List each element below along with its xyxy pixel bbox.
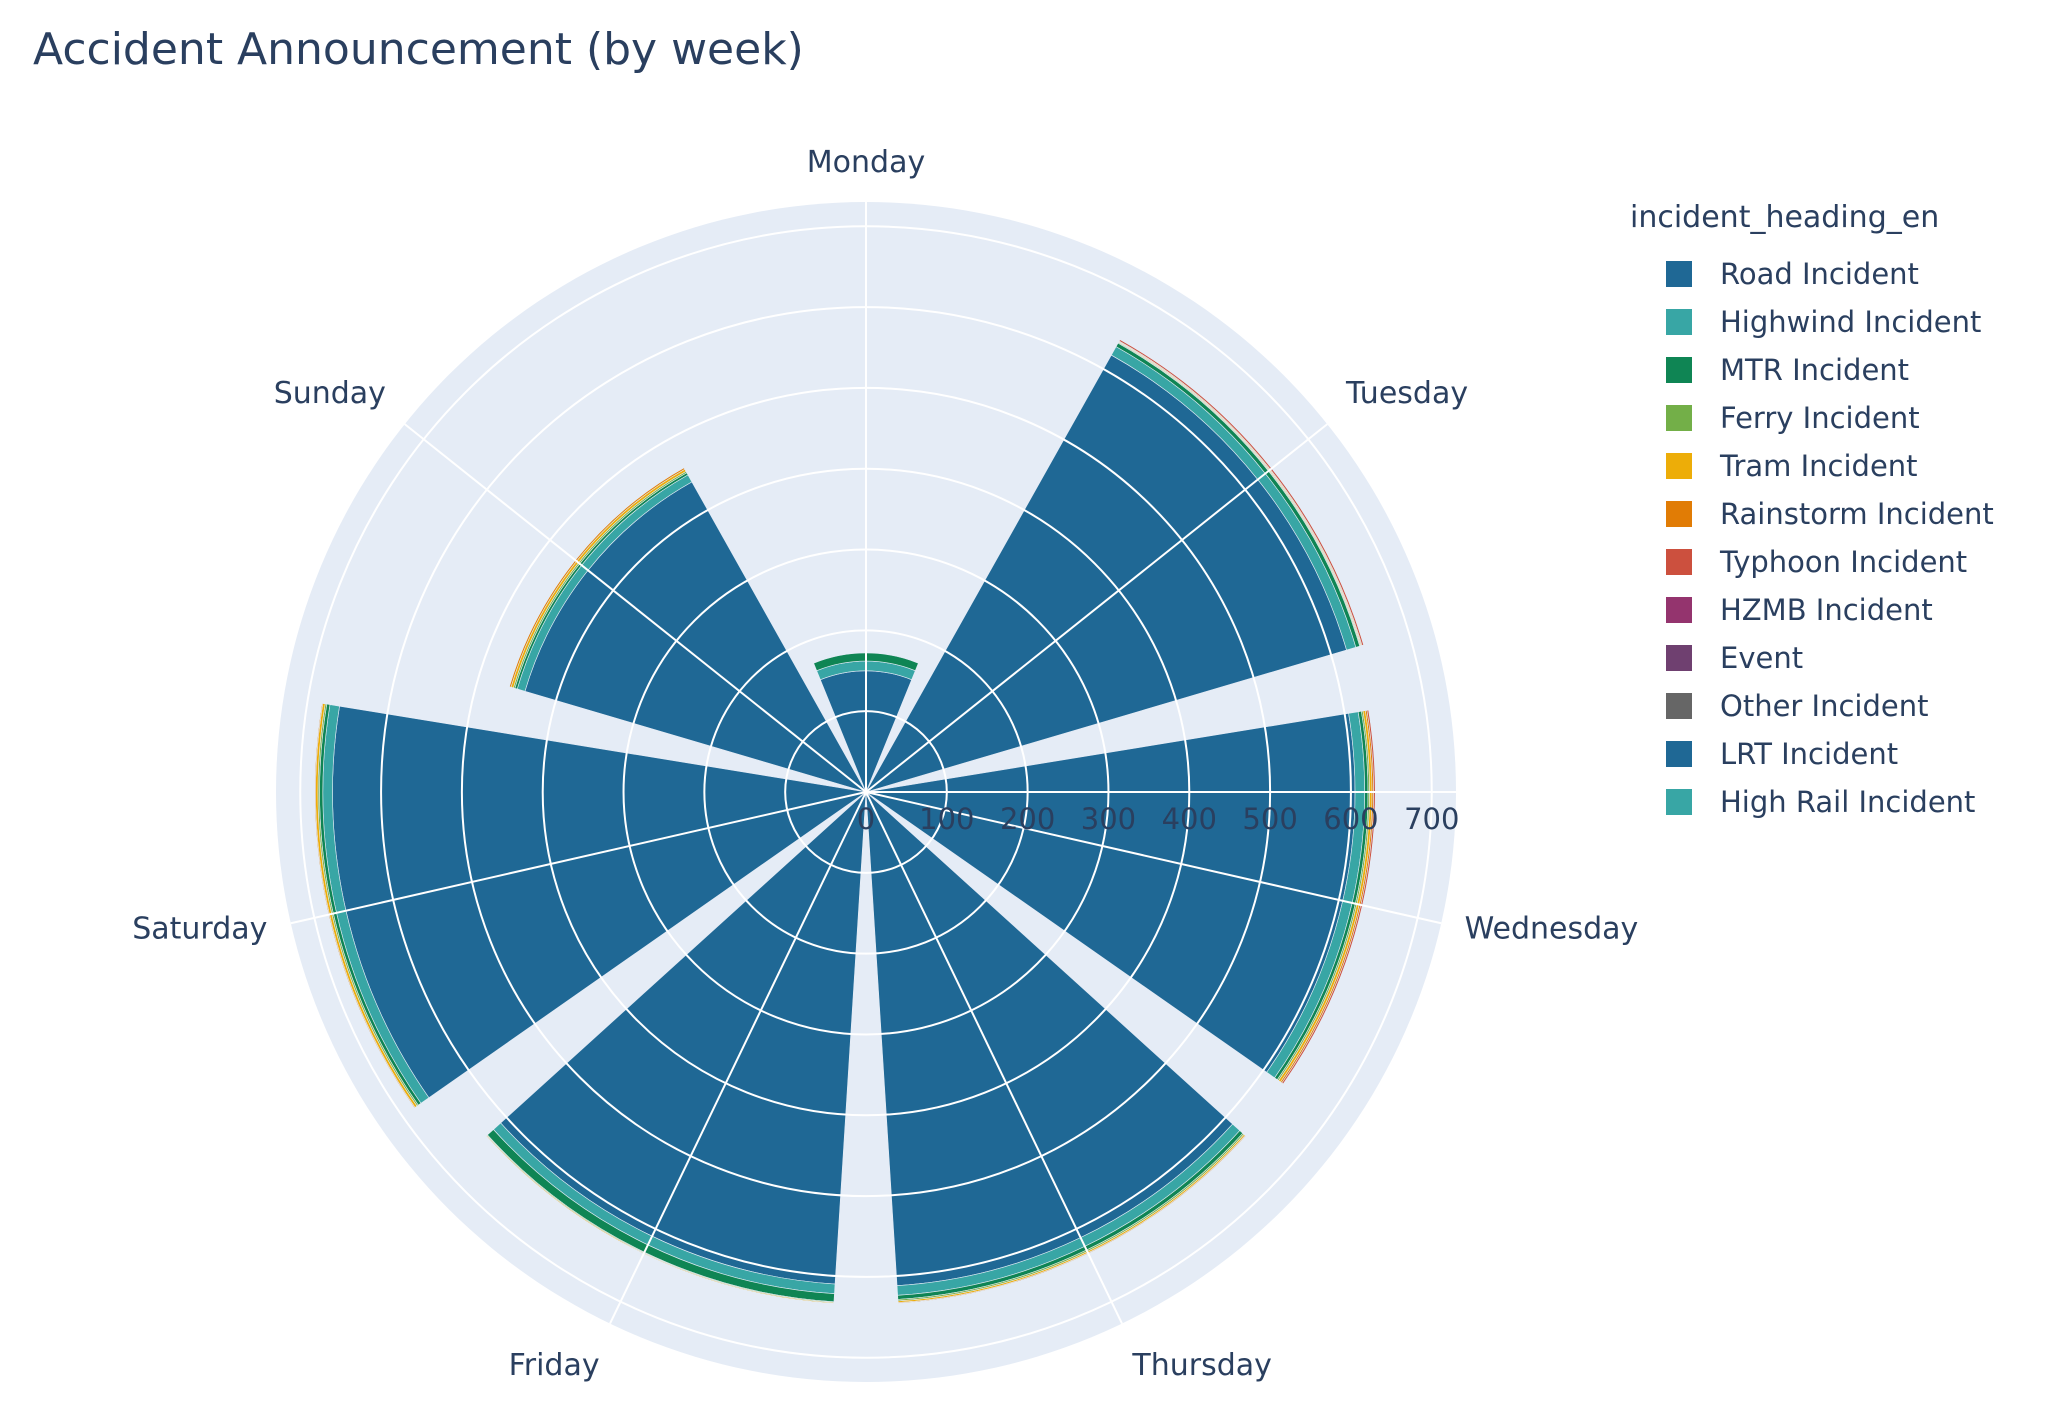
legend-item-highwind-incident[interactable]: Highwind Incident [1630, 298, 1994, 346]
grid-spoke-friday [609, 791, 867, 1325]
legend-item-high-rail-incident[interactable]: High Rail Incident [1630, 778, 1994, 826]
legend-items: Road Incident Highwind Incident MTR Incide… [1630, 250, 1994, 826]
angular-label-saturday: Saturday [132, 912, 267, 947]
legend-swatch [1666, 597, 1692, 623]
angular-label-thursday: Thursday [1131, 1348, 1272, 1383]
legend-label: Other Incident [1720, 689, 1929, 723]
legend-swatch [1666, 357, 1692, 383]
legend-swatch [1666, 405, 1692, 431]
chart-title: Accident Announcement (by week) [33, 24, 804, 75]
legend-item-event[interactable]: Event [1630, 634, 1994, 682]
legend-swatch [1666, 309, 1692, 335]
legend-swatch [1666, 549, 1692, 575]
legend-label: Highwind Incident [1720, 305, 1982, 339]
angular-label-sunday: Sunday [274, 376, 386, 411]
legend-item-rainstorm-incident[interactable]: Rainstorm Incident [1630, 490, 1994, 538]
radial-tick-label-700: 700 [1404, 802, 1459, 836]
radial-tick-label-0: 0 [857, 802, 875, 836]
legend-swatch [1666, 741, 1692, 767]
bar-rainstorm-incident-thursday [897, 1135, 1247, 1304]
radial-tick-label-100: 100 [919, 802, 974, 836]
legend-item-lrt-incident[interactable]: LRT Incident [1630, 730, 1994, 778]
legend-label: Ferry Incident [1720, 401, 1920, 435]
angular-label-tuesday: Tuesday [1345, 376, 1468, 411]
legend-label: Typhoon Incident [1720, 545, 1968, 579]
legend-item-road-incident[interactable]: Road Incident [1630, 250, 1994, 298]
legend-item-mtr-incident[interactable]: MTR Incident [1630, 346, 1994, 394]
radial-tick-label-500: 500 [1242, 802, 1297, 836]
legend-label: HZMB Incident [1720, 593, 1933, 627]
legend-title: incident_heading_en [1630, 200, 1940, 235]
bar-typhoon-incident-tuesday [1118, 339, 1364, 646]
legend: incident_heading_en Road Incident Highwin… [1630, 198, 1994, 826]
legend-swatch [1666, 501, 1692, 527]
bar-rainstorm-incident-saturday [314, 702, 416, 1109]
legend-swatch [1666, 693, 1692, 719]
grid-spoke-thursday [865, 791, 1123, 1325]
legend-label: Event [1720, 641, 1804, 675]
bar-rainstorm-incident-sunday [509, 467, 686, 688]
legend-swatch [1666, 645, 1692, 671]
angular-label-monday: Monday [807, 145, 925, 180]
legend-swatch [1666, 789, 1692, 815]
legend-swatch [1666, 261, 1692, 287]
legend-swatch [1666, 453, 1692, 479]
legend-label: LRT Incident [1720, 737, 1899, 771]
legend-item-typhoon-incident[interactable]: Typhoon Incident [1630, 538, 1994, 586]
legend-label: High Rail Incident [1720, 785, 1976, 819]
bar-tram-incident-friday [485, 1135, 835, 1304]
legend-item-tram-incident[interactable]: Tram Incident [1630, 442, 1994, 490]
grid-group [290, 202, 1456, 1359]
grid-spoke-saturday [290, 791, 867, 925]
legend-item-other-incident[interactable]: Other Incident [1630, 682, 1994, 730]
radial-tick-label-300: 300 [1081, 802, 1136, 836]
radial-tick-label-600: 600 [1323, 802, 1378, 836]
bar-typhoon-incident-wednesday [1281, 709, 1376, 1085]
angular-label-friday: Friday [509, 1348, 600, 1383]
legend-item-ferry-incident[interactable]: Ferry Incident [1630, 394, 1994, 442]
bar-mtr-incident-monday [813, 652, 919, 672]
grid-spoke-sunday [404, 423, 867, 793]
radial-tick-label-400: 400 [1162, 802, 1217, 836]
legend-label: Tram Incident [1720, 449, 1918, 483]
grid-spoke-tuesday [865, 423, 1328, 793]
grid-spoke-wednesday [865, 791, 1442, 925]
legend-label: Road Incident [1720, 257, 1919, 291]
legend-label: Rainstorm Incident [1720, 497, 1994, 531]
legend-item-hzmb-incident[interactable]: HZMB Incident [1630, 586, 1994, 634]
angular-label-wednesday: Wednesday [1465, 912, 1639, 947]
radial-tick-label-200: 200 [1000, 802, 1055, 836]
legend-label: MTR Incident [1720, 353, 1910, 387]
